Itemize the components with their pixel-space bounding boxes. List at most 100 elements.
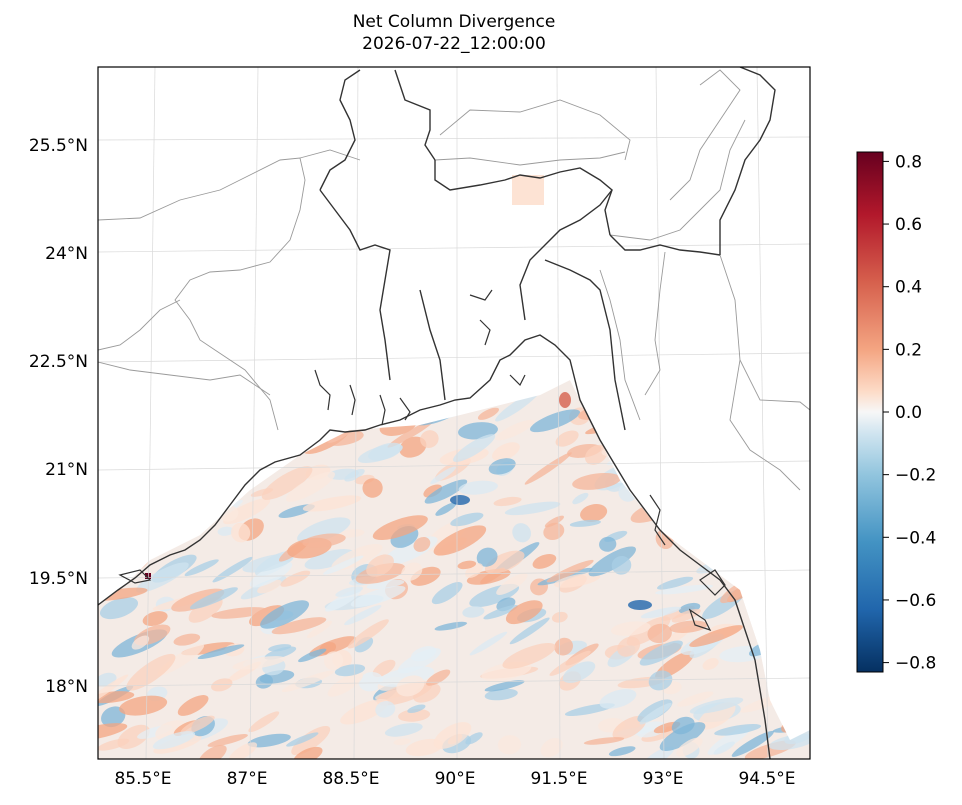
field-blob	[676, 691, 714, 707]
field-blob	[554, 637, 573, 656]
colorbar-tick-label: −0.6	[895, 591, 936, 611]
field-blob	[306, 620, 332, 639]
field-blob	[484, 688, 518, 701]
field-hotspot	[145, 573, 151, 579]
field-blob	[608, 746, 636, 757]
field-blob	[450, 512, 484, 527]
field-blob	[648, 670, 673, 691]
field-blob	[188, 596, 223, 623]
field-blob	[669, 620, 708, 633]
lat-tick-label: 18°N	[45, 677, 88, 697]
lat-tick-label: 19.5°N	[29, 569, 88, 589]
field-blob	[126, 653, 176, 691]
field-blob	[198, 744, 227, 759]
field-blob	[562, 661, 596, 683]
latitude-tick-labels: 25.5°N 24°N 22.5°N 21°N 19.5°N 18°N	[29, 136, 88, 697]
field-blob	[334, 664, 366, 677]
field-blob	[731, 730, 774, 757]
longitude-tick-labels: 85.5°E 87°E 88.5°E 90°E 91.5°E 93°E 94.5°E	[114, 769, 795, 789]
field-blob	[217, 526, 234, 536]
field-blob	[713, 741, 735, 755]
field-blob	[424, 479, 468, 504]
colorbar-tick-label: −0.4	[895, 528, 936, 548]
field-blob	[335, 586, 364, 597]
field-blob	[247, 733, 291, 748]
field-blob	[344, 468, 365, 482]
field-blob	[689, 697, 744, 714]
field-blob	[249, 561, 293, 588]
field-blob	[551, 611, 568, 623]
coastlines	[98, 67, 776, 759]
field-blob	[433, 722, 472, 749]
field-blob	[339, 529, 365, 538]
field-blob	[378, 666, 435, 687]
field-blob	[350, 585, 406, 608]
field-blob	[553, 573, 601, 588]
field-blob	[569, 519, 602, 527]
field-blob	[189, 587, 238, 610]
field-blob	[184, 559, 219, 577]
field-blob	[398, 708, 431, 722]
field-blob	[399, 436, 427, 458]
field-blob	[689, 625, 743, 647]
field-blob	[546, 559, 594, 583]
field-blob	[647, 623, 672, 644]
field-blob	[462, 606, 485, 618]
field-blob	[281, 670, 334, 693]
field-blob	[420, 430, 439, 448]
field-blob	[453, 434, 496, 463]
field-blob	[302, 533, 346, 548]
field-blob	[401, 562, 423, 581]
field-blob	[469, 631, 508, 656]
field-blob	[476, 547, 498, 567]
field-blob	[612, 715, 647, 740]
lat-tick-label: 25.5°N	[29, 136, 88, 156]
field-blob	[260, 600, 310, 629]
field-blob	[714, 724, 762, 736]
field-blob	[366, 579, 405, 590]
field-blob	[304, 549, 355, 570]
field-blob	[387, 419, 435, 448]
field-blob	[584, 444, 608, 465]
colorbar-scale	[856, 151, 884, 673]
field-blob	[434, 621, 468, 631]
field-blob	[173, 633, 201, 646]
field-blob	[640, 606, 682, 619]
divergence-field	[98, 67, 810, 759]
field-blob	[484, 550, 525, 574]
colorbar-tick-label: 0.2	[895, 340, 922, 360]
colorbar-ticks: 0.8 0.6 0.4 0.2 0.0 −0.2 −0.4 −0.6 −0.8	[883, 152, 936, 674]
field-blob	[530, 409, 580, 433]
field-blob	[433, 525, 487, 556]
field-blob	[524, 452, 572, 485]
field-blob	[410, 646, 437, 662]
field-blob	[177, 695, 209, 716]
field-blob	[639, 640, 683, 666]
map-frame	[97, 66, 811, 760]
field-blob	[298, 648, 327, 663]
field-blob	[512, 175, 544, 205]
field-blob	[643, 746, 675, 759]
map-title: Net Column Divergence	[352, 12, 556, 32]
colorbar-tick-label: 0.0	[895, 403, 922, 423]
lat-tick-label: 24°N	[45, 244, 88, 264]
field-blob	[617, 636, 641, 657]
field-blob	[393, 738, 411, 746]
lon-tick-label: 94.5°E	[738, 769, 795, 789]
field-blob	[555, 430, 579, 447]
lon-tick-label: 91.5°E	[530, 769, 587, 789]
field-blob	[784, 729, 810, 745]
field-blob	[372, 659, 396, 678]
lat-tick-label: 22.5°N	[29, 352, 88, 372]
field-blob	[580, 504, 608, 522]
field-blob	[362, 478, 383, 498]
field-blob	[323, 651, 344, 671]
field-blob	[457, 560, 477, 570]
field-blob	[610, 621, 651, 636]
field-blob	[477, 407, 500, 420]
field-blob	[509, 617, 550, 645]
field-blob	[583, 737, 625, 745]
field-blob	[496, 573, 528, 595]
field-blob	[502, 643, 556, 669]
